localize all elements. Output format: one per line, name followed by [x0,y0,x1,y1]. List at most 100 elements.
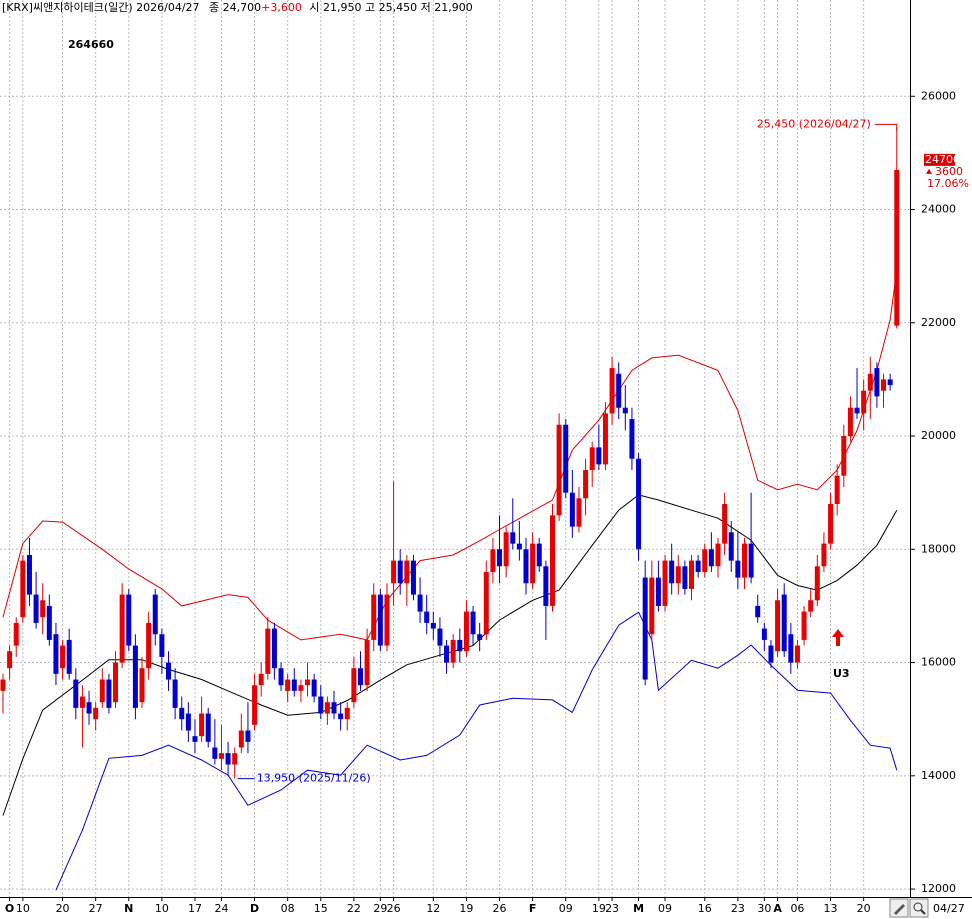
close-value: 24,700 [223,1,262,14]
candle-body [53,634,59,674]
change-triangle [926,168,932,174]
candle-body [126,594,132,646]
annotations: 25,450 (2026/04/27) 13,950 (2025/11/26) [237,117,898,785]
x-tick-label: 24 [214,902,228,915]
candle-body [185,713,191,731]
candle-body [258,673,264,686]
band-line [55,611,898,891]
candle-body [444,645,450,663]
candle-body [132,645,138,708]
candle-body [33,594,39,623]
candle-body [682,566,688,589]
candle-body [238,730,244,748]
candle-body [424,611,430,623]
candle-body [357,668,363,686]
x-tick-label: 12 [426,902,440,915]
candle-body [702,549,708,572]
candle-body [728,532,734,561]
stock-name: [KRX]씨앤지하이테크(일간) [2,0,133,14]
x-tick-label: 16 [698,902,712,915]
candle-body [655,577,661,606]
x-tick-label: 29 [373,902,387,915]
high-arrow [874,123,898,131]
candle-body [139,668,145,703]
low-annotation: 13,950 (2025/11/26) [257,772,371,785]
candle-body [0,679,6,691]
candle-body [894,169,900,326]
candle-body [20,560,26,618]
candle-body [152,594,158,635]
candle-body [470,611,476,635]
x-tick-label: 20 [857,902,871,915]
x-tick-label: 23 [731,902,745,915]
candle-body [463,611,469,652]
candle-body [609,368,615,414]
candle-body [265,628,271,674]
x-tick-label: 15 [314,902,328,915]
y-tick-label: 12000 [921,882,956,895]
candle-body [60,645,66,669]
candle-body [563,424,569,493]
candle-body [828,503,834,544]
last-date-label: 04/27 [933,902,965,915]
candle-body [549,515,555,606]
candle-body [245,730,251,742]
candle-body [510,532,516,544]
x-tick-label: 20 [56,902,70,915]
candle-body [205,713,211,742]
candle-body [457,639,463,652]
signal-arrow [832,629,844,646]
candle-body [271,628,277,669]
search-button[interactable] [909,898,929,918]
x-tick-label: 08 [281,902,295,915]
candle-body [26,554,32,595]
candle-body [602,413,608,465]
x-tick-label: 19 [592,902,606,915]
x-tick-label: 22 [347,902,361,915]
candle-body [649,577,655,635]
pencil-icon [894,904,905,915]
candle-body [881,379,887,391]
header: [KRX]씨앤지하이테크(일간) 2026/04/27 종 24,700+3,6… [2,0,473,14]
candle-body [523,549,529,584]
candle-body [172,679,178,708]
last-price: 24700 [925,153,960,166]
candle-body [483,571,489,635]
candle-body [344,707,350,720]
candle-body [854,407,860,414]
candle-body [430,622,436,629]
candle-body [331,702,337,714]
candle-body [490,549,496,572]
candle-body [165,662,171,680]
candle-body [199,713,205,737]
candle-body [788,634,794,663]
candle-body [450,639,456,663]
candle-body [834,475,840,504]
candle-body [576,498,582,527]
candle-body [622,407,628,414]
high-value: 25,450 [379,1,418,14]
candle-body [874,368,880,397]
candle-body [867,373,873,391]
high-label: 고 [365,1,375,14]
candle-body [66,639,72,674]
candle-body [179,707,185,720]
candles [0,127,900,779]
candle-body [73,679,79,708]
candle-body [755,605,761,618]
candle-body [794,645,800,663]
candle-body [305,679,311,686]
candle-body [93,707,99,720]
x-tick-label: 23 [605,902,619,915]
candle-body [675,566,681,584]
x-tick-label: 26 [387,902,401,915]
candle-body [113,662,119,703]
y-tick-label: 22000 [921,316,956,329]
x-tick-label: 26 [493,902,507,915]
x-tick-label: 06 [790,902,804,915]
x-tick-label: M [633,902,644,915]
x-tick-label: A [773,902,782,915]
candle-body [285,679,291,691]
candle-body [146,622,152,669]
